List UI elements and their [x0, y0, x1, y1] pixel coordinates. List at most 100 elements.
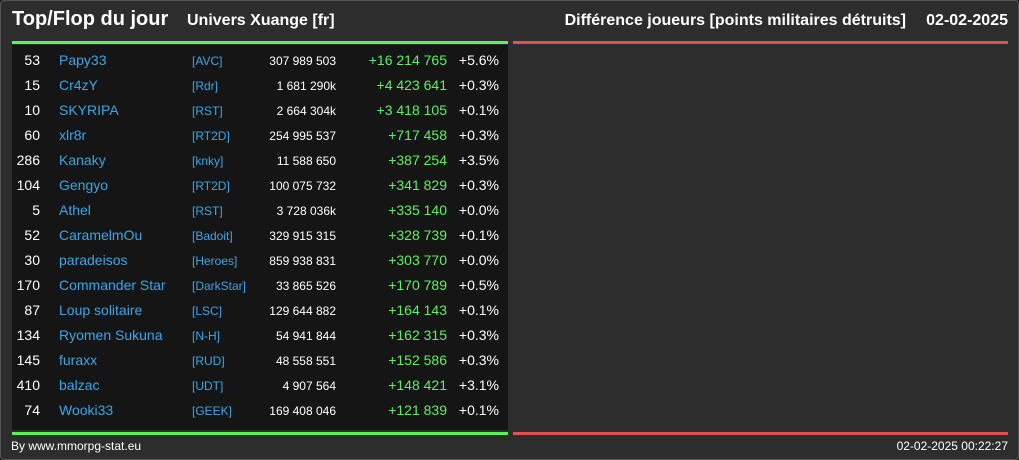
diff-cell: +387 254 — [388, 152, 447, 168]
diff-cell: +152 586 — [388, 352, 447, 368]
table-row: 134 Ryomen Sukuna [N-H] 54 941 844 +162 315 +… — [12, 323, 508, 348]
player-link[interactable]: Ryomen Sukuna — [59, 327, 163, 343]
score-cell: 1 681 290k — [276, 79, 336, 93]
score-cell: 48 558 551 — [275, 354, 336, 368]
rank-cell: 15 — [24, 77, 40, 93]
player-link[interactable]: Athel — [59, 202, 91, 218]
table-row: 5 Athel [RST] 3 728 036k +335 140 +0.0% — [12, 198, 508, 223]
top-divider-top — [12, 41, 508, 44]
rank-cell: 145 — [16, 352, 40, 368]
rank-cell: 60 — [24, 127, 40, 143]
diff-cell: +341 829 — [388, 177, 447, 193]
alliance-link[interactable]: [RT2D] — [192, 179, 230, 193]
rank-cell: 87 — [24, 302, 40, 318]
table-row: 286 Kanaky [knky] 11 588 650 +387 254 +3.5% — [12, 148, 508, 173]
alliance-link[interactable]: [RUD] — [192, 354, 225, 368]
diff-cell: +148 421 — [388, 377, 447, 393]
player-link[interactable]: Commander Star — [59, 277, 166, 293]
alliance-link[interactable]: [Heroes] — [192, 254, 238, 268]
rank-cell: 410 — [16, 377, 40, 393]
table-row: 145 furaxx [RUD] 48 558 551 +152 586 +0.3% — [12, 348, 508, 373]
metric-label: Différence joueurs [points militaires dé… — [564, 12, 906, 29]
score-cell: 33 865 526 — [275, 279, 336, 293]
table-row: 60 xlr8r [RT2D] 254 995 537 +717 458 +0.3% — [12, 123, 508, 148]
alliance-link[interactable]: [RT2D] — [192, 129, 230, 143]
table-row: 30 paradeisos [Heroes] 859 938 831 +303 770 +… — [12, 248, 508, 273]
diff-cell: +335 140 — [388, 202, 447, 218]
top-divider-bottom — [12, 432, 508, 435]
table-row: 74 Wooki33 [GEEK] 169 408 046 +121 839 +0.1% — [12, 398, 508, 423]
credit-text: By www.mmorpg-stat.eu — [11, 439, 142, 453]
percent-cell: +3.5% — [458, 152, 499, 168]
diff-cell: +328 739 — [388, 227, 447, 243]
alliance-link[interactable]: [RST] — [192, 104, 223, 118]
alliance-link[interactable]: [AVC] — [192, 54, 223, 68]
table-row: 104 Gengyo [RT2D] 100 075 732 +341 829 +0.3% — [12, 173, 508, 198]
player-link[interactable]: Gengyo — [59, 177, 109, 193]
rank-cell: 30 — [24, 252, 40, 268]
alliance-link[interactable]: [GEEK] — [192, 404, 233, 418]
player-link[interactable]: Papy33 — [59, 52, 107, 68]
percent-cell: +0.3% — [458, 177, 499, 193]
alliance-link[interactable]: [Rdr] — [192, 79, 219, 93]
score-cell: 254 995 537 — [269, 129, 336, 143]
player-link[interactable]: Kanaky — [59, 152, 106, 168]
player-link[interactable]: paradeisos — [59, 252, 128, 268]
alliance-link[interactable]: [RST] — [192, 204, 223, 218]
player-link[interactable]: balzac — [59, 377, 100, 393]
diff-cell: +4 423 641 — [376, 77, 447, 93]
table-row: 87 Loup solitaire [LSC] 129 644 882 +164 143… — [12, 298, 508, 323]
score-cell: 169 408 046 — [269, 404, 336, 418]
percent-cell: +0.0% — [458, 202, 499, 218]
score-cell: 859 938 831 — [269, 254, 336, 268]
rank-cell: 286 — [16, 152, 40, 168]
alliance-link[interactable]: [DarkStar] — [192, 279, 247, 293]
rank-cell: 10 — [24, 102, 40, 118]
rank-cell: 104 — [16, 177, 40, 193]
player-link[interactable]: xlr8r — [59, 127, 87, 143]
percent-cell: +5.6% — [458, 52, 499, 68]
rank-cell: 52 — [24, 227, 40, 243]
alliance-link[interactable]: [UDT] — [192, 379, 224, 393]
top-list: 53 Papy33 [AVC] 307 989 503 +16 214 765 +5.6%… — [12, 45, 508, 430]
alliance-link[interactable]: [Badoit] — [192, 229, 233, 243]
diff-cell: +303 770 — [388, 252, 447, 268]
percent-cell: +0.3% — [458, 327, 499, 343]
percent-cell: +0.1% — [458, 102, 499, 118]
player-link[interactable]: Cr4zY — [59, 77, 98, 93]
percent-cell: +3.1% — [458, 377, 499, 393]
percent-cell: +0.0% — [458, 252, 499, 268]
table-row: 52 CaramelmOu [Badoit] 329 915 315 +328 739 +… — [12, 223, 508, 248]
percent-cell: +0.3% — [458, 77, 499, 93]
player-link[interactable]: furaxx — [59, 352, 98, 368]
player-link[interactable]: CaramelmOu — [59, 227, 143, 243]
score-cell: 2 664 304k — [276, 104, 336, 118]
diff-cell: +170 789 — [388, 277, 447, 293]
diff-cell: +121 839 — [388, 402, 447, 418]
player-link[interactable]: SKYRIPA — [59, 102, 119, 118]
diff-cell: +3 418 105 — [376, 102, 447, 118]
diff-cell: +164 143 — [388, 302, 447, 318]
date-label: 02-02-2025 — [926, 12, 1008, 29]
flop-divider-bottom — [513, 432, 1008, 435]
score-cell: 329 915 315 — [269, 229, 336, 243]
percent-cell: +0.1% — [458, 227, 499, 243]
score-cell: 54 941 844 — [275, 329, 336, 343]
rank-cell: 53 — [24, 52, 40, 68]
score-cell: 4 907 564 — [282, 379, 336, 393]
rank-cell: 74 — [24, 402, 40, 418]
table-row: 410 balzac [UDT] 4 907 564 +148 421 +3.1% — [12, 373, 508, 398]
percent-cell: +0.1% — [458, 402, 499, 418]
flop-divider-top — [513, 41, 1008, 44]
percent-cell: +0.3% — [458, 352, 499, 368]
table-row: 15 Cr4zY [Rdr] 1 681 290k +4 423 641 +0.3% — [12, 73, 508, 98]
table-row: 10 SKYRIPA [RST] 2 664 304k +3 418 105 +0.1% — [12, 98, 508, 123]
alliance-link[interactable]: [knky] — [192, 154, 224, 168]
universe-label: Univers Xuange [fr] — [187, 12, 335, 29]
score-cell: 11 588 650 — [276, 154, 336, 168]
flop-list — [513, 45, 1008, 430]
player-link[interactable]: Loup solitaire — [59, 302, 143, 318]
alliance-link[interactable]: [LSC] — [192, 304, 223, 318]
alliance-link[interactable]: [N-H] — [192, 329, 220, 343]
player-link[interactable]: Wooki33 — [59, 402, 114, 418]
